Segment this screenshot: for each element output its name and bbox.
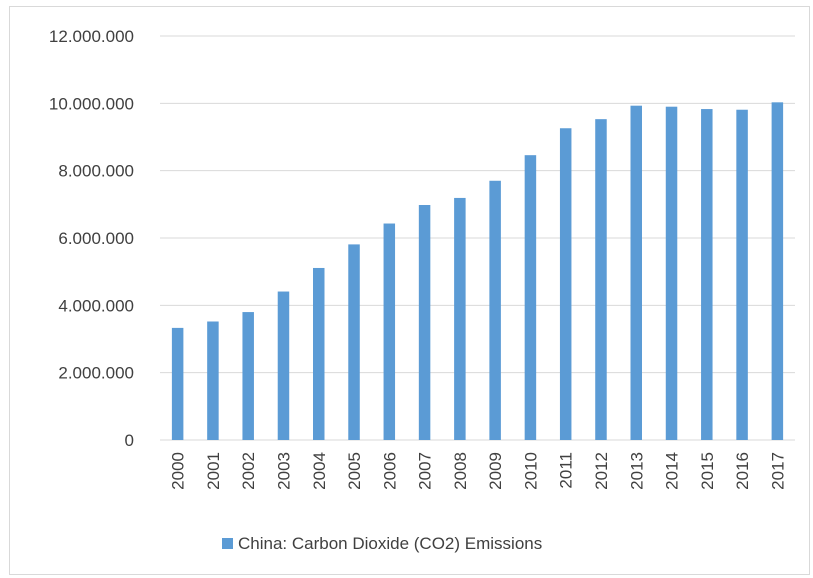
y-tick-label: 4.000.000 [58,296,134,315]
bar-2013 [630,105,642,440]
x-tick-label: 2013 [627,452,646,490]
bar-2006 [383,223,396,440]
x-tick-label: 2017 [768,452,787,490]
bar-2016 [736,109,748,440]
y-tick-label: 6.000.000 [58,229,134,248]
bar-2011 [559,128,572,440]
y-tick-label: 12.000.000 [49,27,134,46]
legend-label: China: Carbon Dioxide (CO2) Emissions [238,534,542,553]
bar-2010 [524,155,537,440]
bar-2005 [348,244,360,440]
y-axis-tick-labels: 0 2.000.000 4.000.000 6.000.000 8.000.000 10.… [49,27,134,450]
y-tick-label: 2.000.000 [58,364,134,383]
x-tick-label: 2008 [451,452,470,490]
gridlines [160,35,795,441]
bar-2015 [701,109,713,440]
x-tick-label: 2003 [274,452,293,490]
bars [171,102,784,440]
x-axis-tick-labels: 2000 2001 2002 2003 2004 2005 2006 2007 2008 2009… [169,452,788,490]
bar-2004 [313,267,325,440]
x-tick-label: 2014 [663,452,682,490]
bar-2008 [454,197,466,440]
bar-2000 [171,327,184,440]
x-tick-label: 2012 [592,452,611,490]
x-tick-label: 2011 [557,452,576,489]
bar-2014 [665,106,678,440]
y-tick-label: 0 [125,431,134,450]
x-tick-label: 2001 [204,452,223,490]
x-tick-label: 2005 [345,452,364,490]
legend: China: Carbon Dioxide (CO2) Emissions [222,534,542,553]
bar-2007 [418,205,431,440]
y-tick-label: 10.000.000 [49,94,134,113]
y-tick-label: 8.000.000 [58,162,134,181]
bar-2002 [242,312,254,440]
x-tick-label: 2006 [380,452,399,490]
x-tick-label: 2010 [521,452,540,490]
x-tick-label: 2000 [169,452,188,490]
bar-2012 [595,119,607,440]
bar-2017 [771,102,784,440]
x-tick-label: 2002 [239,452,258,490]
bar-2001 [207,321,219,440]
x-tick-label: 2009 [486,452,505,490]
x-tick-label: 2007 [416,452,435,490]
x-tick-label: 2004 [310,452,329,490]
x-tick-label: 2016 [733,452,752,490]
x-tick-label: 2015 [698,452,717,490]
legend-swatch [222,538,233,549]
bar-2003 [277,291,290,440]
bar-2009 [489,180,501,440]
